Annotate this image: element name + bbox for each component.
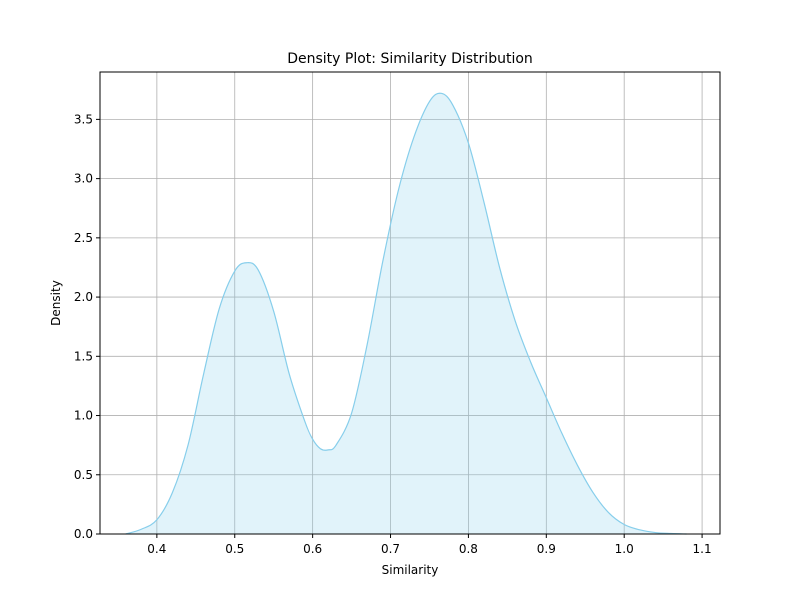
density-line xyxy=(125,92,687,535)
y-tick-label: 0.5 xyxy=(74,468,93,482)
plot-frame xyxy=(99,71,721,535)
x-tick-label: 0.5 xyxy=(225,542,244,556)
y-tick-label: 1.0 xyxy=(74,409,93,423)
y-tick-label: 2.5 xyxy=(74,231,93,245)
chart-title: Density Plot: Similarity Distribution xyxy=(287,51,533,67)
x-tick-label: 0.8 xyxy=(459,542,478,556)
y-tick-label: 3.5 xyxy=(74,112,93,126)
y-tick-label: 2.0 xyxy=(74,290,93,304)
density-fill xyxy=(125,93,687,535)
x-tick-label: 1.1 xyxy=(693,542,712,556)
y-axis-title: Density xyxy=(49,280,63,326)
x-tick-label: 0.6 xyxy=(303,542,322,556)
x-tick-label: 0.4 xyxy=(147,542,166,556)
density-area xyxy=(125,92,687,535)
x-tick-label: 0.7 xyxy=(381,542,400,556)
x-tick-label: 0.9 xyxy=(537,542,556,556)
y-tick-label: 3.0 xyxy=(74,172,93,186)
y-axis-ticks: 0.0 0.5 1.0 1.5 2.0 2.5 3.0 3.5 xyxy=(74,112,100,541)
x-axis-title: Similarity xyxy=(382,563,439,577)
x-tick-label: 1.0 xyxy=(615,542,634,556)
x-axis-ticks: 0.4 0.5 0.6 0.7 0.8 0.9 1.0 1.1 xyxy=(147,534,712,556)
y-tick-label: 1.5 xyxy=(74,349,93,363)
y-tick-label: 0.0 xyxy=(74,527,93,541)
